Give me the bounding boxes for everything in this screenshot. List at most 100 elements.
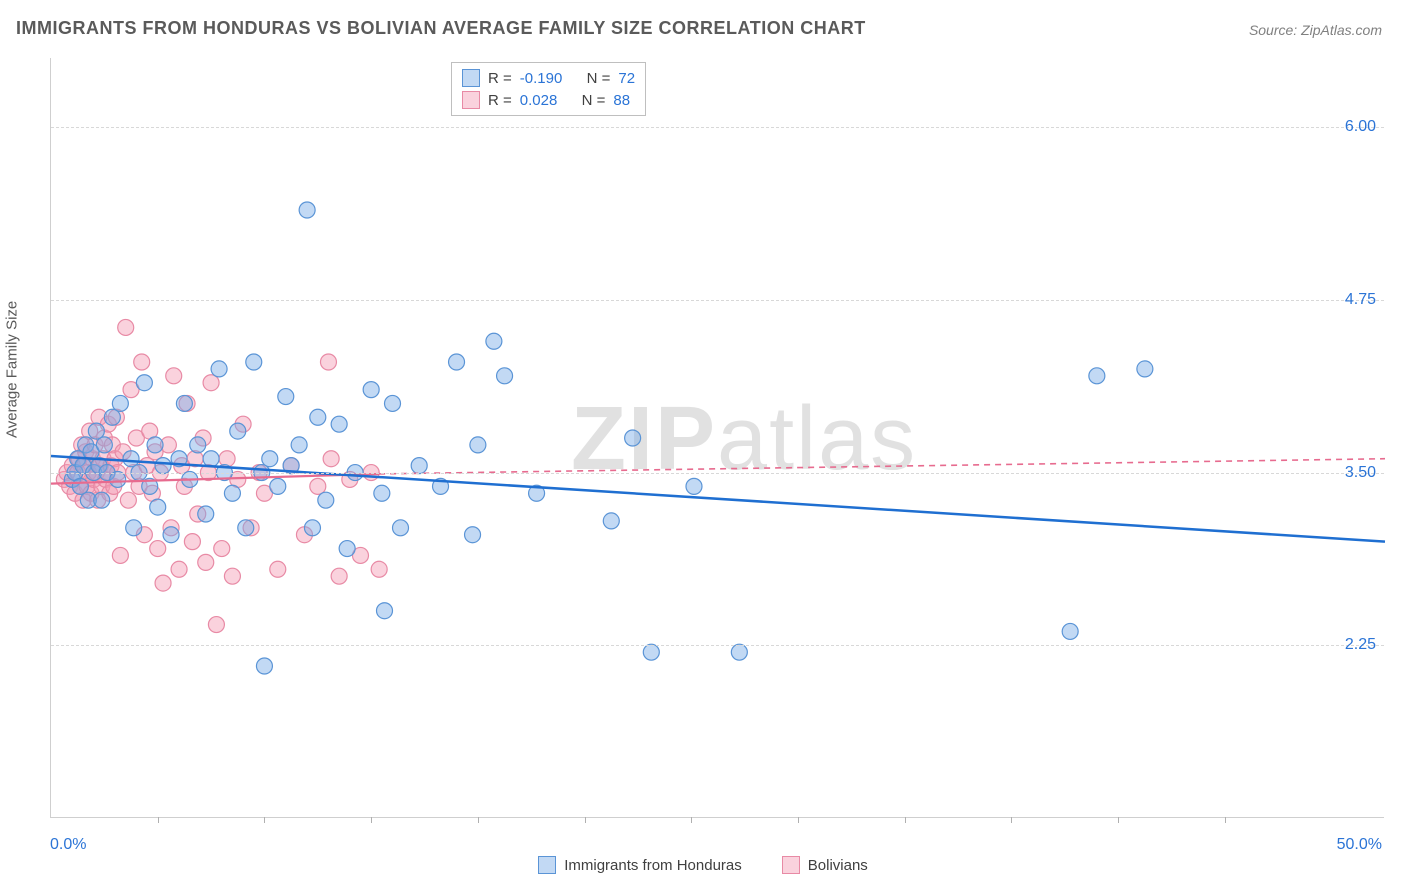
- scatter-point-a: [190, 437, 206, 453]
- scatter-point-a: [211, 361, 227, 377]
- gridline: [51, 473, 1384, 474]
- scatter-point-a: [393, 520, 409, 536]
- scatter-point-b: [166, 368, 182, 384]
- scatter-point-a: [497, 368, 513, 384]
- scatter-point-a: [385, 395, 401, 411]
- x-tick: [371, 817, 372, 823]
- scatter-point-a: [1137, 361, 1153, 377]
- bottom-legend: Immigrants from Honduras Bolivians: [0, 856, 1406, 874]
- scatter-point-a: [1089, 368, 1105, 384]
- scatter-point-a: [643, 644, 659, 660]
- n-value-a: 72: [618, 70, 635, 87]
- scatter-point-a: [486, 333, 502, 349]
- r-value-a: -0.190: [520, 70, 563, 87]
- scatter-point-b: [208, 617, 224, 633]
- scatter-point-b: [270, 561, 286, 577]
- x-tick: [1118, 817, 1119, 823]
- scatter-point-a: [278, 389, 294, 405]
- swatch-b-icon: [462, 91, 480, 109]
- n-value-b: 88: [613, 92, 630, 109]
- scatter-point-a: [256, 658, 272, 674]
- stats-row-b: R = 0.028 N = 88: [462, 89, 635, 111]
- scatter-point-a: [155, 458, 171, 474]
- plot-area: ZIPatlas R = -0.190 N = 72 R = 0.028 N =…: [50, 58, 1384, 818]
- swatch-a-icon: [462, 69, 480, 87]
- scatter-point-a: [262, 451, 278, 467]
- x-axis-min-label: 0.0%: [50, 836, 86, 854]
- scatter-point-a: [470, 437, 486, 453]
- scatter-point-a: [147, 437, 163, 453]
- n-label-b: N =: [582, 92, 606, 109]
- scatter-point-b: [150, 541, 166, 557]
- scatter-point-b: [118, 319, 134, 335]
- source-prefix: Source:: [1249, 22, 1301, 38]
- r-value-b: 0.028: [520, 92, 558, 109]
- y-tick-label: 2.25: [1345, 636, 1376, 654]
- gridline: [51, 645, 1384, 646]
- scatter-point-a: [310, 409, 326, 425]
- x-tick: [1011, 817, 1012, 823]
- scatter-point-b: [198, 554, 214, 570]
- legend-swatch-a-icon: [538, 856, 556, 874]
- x-tick: [158, 817, 159, 823]
- r-label-b: R =: [488, 92, 512, 109]
- scatter-point-a: [304, 520, 320, 536]
- scatter-point-a: [686, 478, 702, 494]
- scatter-point-a: [363, 382, 379, 398]
- scatter-point-a: [299, 202, 315, 218]
- scatter-point-a: [246, 354, 262, 370]
- scatter-point-a: [136, 375, 152, 391]
- x-tick: [691, 817, 692, 823]
- chart-svg: [51, 58, 1384, 817]
- scatter-point-b: [323, 451, 339, 467]
- scatter-point-b: [155, 575, 171, 591]
- stats-legend: R = -0.190 N = 72 R = 0.028 N = 88: [451, 62, 646, 116]
- scatter-point-b: [214, 541, 230, 557]
- scatter-point-a: [126, 520, 142, 536]
- legend-label-a: Immigrants from Honduras: [564, 857, 742, 874]
- source-attribution: Source: ZipAtlas.com: [1249, 22, 1382, 38]
- scatter-point-b: [184, 534, 200, 550]
- legend-label-b: Bolivians: [808, 857, 868, 874]
- x-tick: [905, 817, 906, 823]
- y-tick-label: 6.00: [1345, 118, 1376, 136]
- legend-item-a: Immigrants from Honduras: [538, 856, 742, 874]
- scatter-point-b: [224, 568, 240, 584]
- scatter-point-b: [371, 561, 387, 577]
- x-tick: [264, 817, 265, 823]
- gridline: [51, 300, 1384, 301]
- scatter-point-a: [374, 485, 390, 501]
- scatter-point-a: [377, 603, 393, 619]
- scatter-point-a: [224, 485, 240, 501]
- x-axis-max-label: 50.0%: [1337, 836, 1382, 854]
- scatter-point-a: [203, 451, 219, 467]
- x-tick: [478, 817, 479, 823]
- scatter-point-a: [163, 527, 179, 543]
- scatter-point-a: [176, 395, 192, 411]
- scatter-point-a: [731, 644, 747, 660]
- scatter-point-b: [171, 561, 187, 577]
- scatter-point-a: [411, 458, 427, 474]
- scatter-point-a: [112, 395, 128, 411]
- scatter-point-b: [120, 492, 136, 508]
- scatter-point-a: [94, 492, 110, 508]
- scatter-point-a: [625, 430, 641, 446]
- y-tick-label: 3.50: [1345, 464, 1376, 482]
- scatter-point-a: [603, 513, 619, 529]
- scatter-point-a: [230, 423, 246, 439]
- scatter-point-a: [270, 478, 286, 494]
- scatter-point-a: [291, 437, 307, 453]
- scatter-point-a: [96, 437, 112, 453]
- scatter-point-a: [339, 541, 355, 557]
- scatter-point-b: [112, 547, 128, 563]
- x-tick: [585, 817, 586, 823]
- stats-row-a: R = -0.190 N = 72: [462, 67, 635, 89]
- scatter-point-a: [465, 527, 481, 543]
- scatter-point-b: [331, 568, 347, 584]
- r-label-a: R =: [488, 70, 512, 87]
- scatter-point-b: [320, 354, 336, 370]
- scatter-point-b: [134, 354, 150, 370]
- gridline: [51, 127, 1384, 128]
- scatter-point-a: [331, 416, 347, 432]
- legend-item-b: Bolivians: [782, 856, 868, 874]
